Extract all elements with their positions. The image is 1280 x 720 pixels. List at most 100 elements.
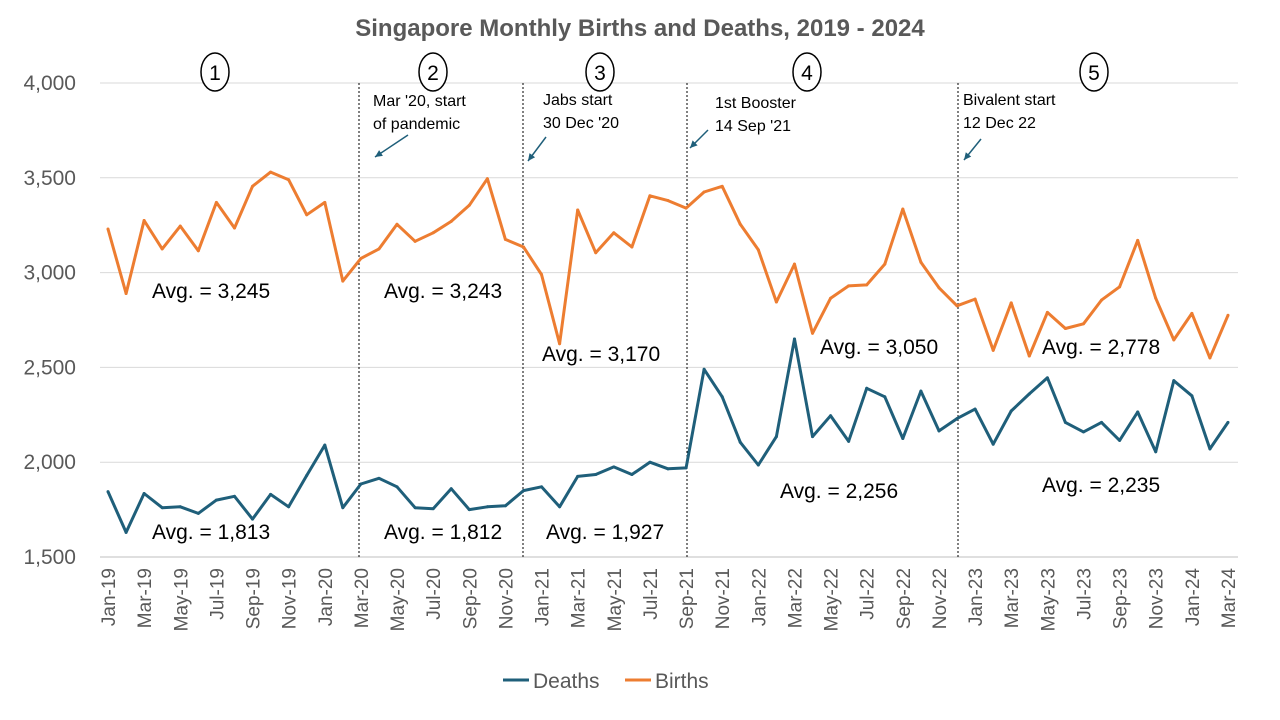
x-tick-label: Nov-20	[496, 568, 517, 629]
births-point	[558, 342, 562, 346]
deaths-point	[1009, 409, 1013, 413]
births-point	[232, 226, 236, 230]
deaths-point	[178, 505, 182, 509]
births-point	[540, 272, 544, 276]
x-tick-label: Jan-24	[1183, 568, 1204, 627]
births-point	[865, 283, 869, 287]
deaths-point	[612, 465, 616, 469]
births-point	[955, 304, 959, 308]
births-point	[684, 206, 688, 210]
period-oval	[792, 52, 822, 92]
births-point	[702, 190, 706, 194]
x-tick-label: May-21	[605, 568, 626, 631]
deaths-point	[287, 505, 291, 509]
births-point	[1009, 301, 1013, 305]
y-tick-label: 3,000	[23, 262, 76, 285]
x-tick-label: Mar-19	[135, 568, 156, 628]
births-point	[829, 296, 833, 300]
deaths-point	[684, 466, 688, 470]
deaths-point	[106, 490, 110, 494]
average-label: Avg. = 2,256	[780, 480, 898, 503]
births-point	[341, 279, 345, 283]
deaths-point	[377, 476, 381, 480]
period-oval	[1079, 52, 1109, 92]
x-tick-label: Jan-22	[749, 568, 770, 626]
deaths-point	[1226, 420, 1230, 424]
births-point	[973, 297, 977, 301]
period-number: 3	[594, 62, 606, 85]
average-label: Avg. = 3,243	[384, 280, 502, 303]
births-point	[431, 231, 435, 235]
deaths-point	[558, 505, 562, 509]
births-point	[1136, 238, 1140, 242]
births-point	[251, 184, 255, 188]
births-point	[359, 256, 363, 260]
births-point	[811, 331, 815, 335]
deaths-point	[666, 467, 670, 471]
births-point	[847, 284, 851, 288]
births-point	[648, 194, 652, 198]
deaths-legend-label: Deaths	[533, 670, 600, 693]
x-tick-label: Nov-23	[1147, 568, 1168, 629]
deaths-point	[937, 429, 941, 433]
deaths-point	[305, 473, 309, 477]
births-point	[612, 231, 616, 235]
births-point	[1154, 296, 1158, 300]
deaths-point	[811, 435, 815, 439]
births-point	[1081, 322, 1085, 326]
births-point	[287, 178, 291, 182]
deaths-point	[341, 506, 345, 510]
deaths-point	[323, 443, 327, 447]
average-label: Avg. = 1,813	[152, 521, 270, 544]
x-tick-label: Nov-22	[930, 568, 951, 629]
average-label: Avg. = 1,812	[384, 521, 502, 544]
average-labels: Avg. = 3,245 Avg. = 3,243 Avg. = 3,170 Avg.…	[152, 280, 1160, 544]
period-oval	[200, 52, 230, 92]
deaths-point	[1045, 376, 1049, 380]
deaths-point	[503, 504, 507, 508]
births-point	[467, 203, 471, 207]
x-tick-label: Mar-21	[569, 568, 590, 628]
annotation-arrowhead	[375, 150, 383, 157]
y-axis: 1,500 2,000 2,500 3,000 3,500 4,000	[23, 72, 76, 569]
period-oval	[585, 52, 615, 92]
births-point	[1100, 298, 1104, 302]
births-point	[269, 170, 273, 174]
births-point	[160, 247, 164, 251]
x-tick-label: Jul-21	[641, 568, 662, 620]
y-tick-label: 3,500	[23, 167, 76, 190]
period-oval	[418, 52, 448, 92]
y-tick-label: 4,000	[23, 72, 76, 95]
deaths-point	[792, 337, 796, 341]
births-point	[413, 239, 417, 243]
x-tick-label: Sep-19	[244, 568, 265, 629]
births-point	[323, 200, 327, 204]
deaths-point	[702, 367, 706, 371]
births-point	[720, 184, 724, 188]
deaths-point	[413, 506, 417, 510]
average-label: Avg. = 2,235	[1042, 474, 1160, 497]
deaths-point	[1118, 438, 1122, 442]
deaths-point	[865, 386, 869, 390]
event-annotations: Mar '20, start of pandemic Jabs start 30 De…	[373, 92, 1056, 162]
deaths-point	[630, 473, 634, 477]
deaths-point	[232, 494, 236, 498]
x-tick-label: Jan-23	[966, 568, 987, 626]
births-point	[991, 348, 995, 352]
x-tick-label: May-23	[1038, 568, 1059, 631]
births-point	[937, 286, 941, 290]
deaths-point	[1100, 420, 1104, 424]
deaths-point	[124, 530, 128, 534]
period-number: 4	[801, 62, 813, 85]
births-point	[1045, 310, 1049, 314]
deaths-point	[883, 395, 887, 399]
x-tick-label: Mar-20	[352, 568, 373, 628]
deaths-point	[847, 439, 851, 443]
average-label: Avg. = 3,170	[542, 343, 660, 366]
x-tick-label: Mar-22	[785, 568, 806, 628]
births-point	[901, 207, 905, 211]
deaths-point	[485, 505, 489, 509]
deaths-point	[973, 407, 977, 411]
x-tick-label: Jan-19	[99, 568, 120, 626]
